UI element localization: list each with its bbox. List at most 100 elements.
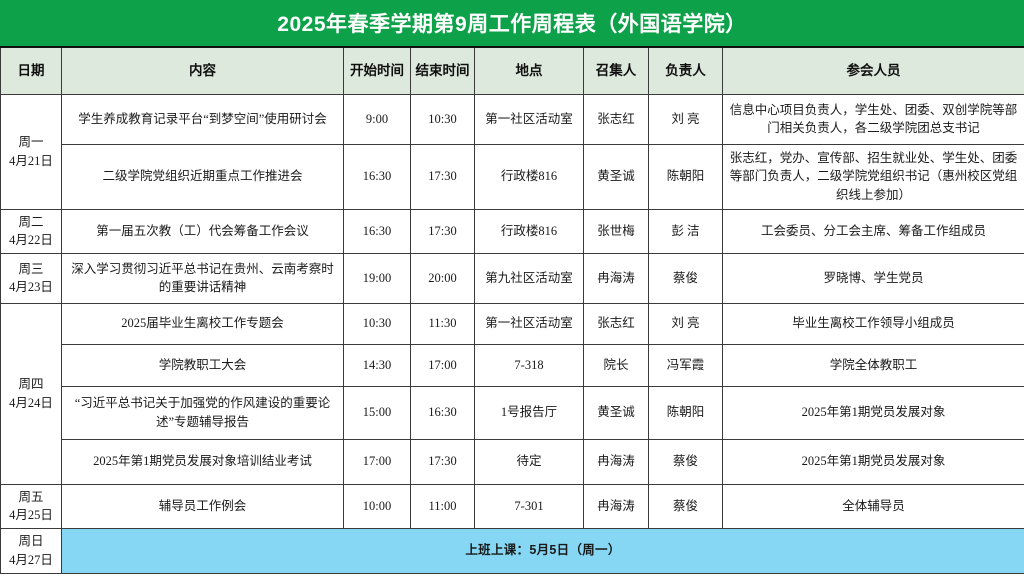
convener-cell: 黄圣诚	[583, 143, 649, 210]
convener-cell: 院长	[583, 343, 649, 387]
date-label: 4月23日	[9, 280, 53, 294]
table-row: 2025年第1期党员发展对象培训结业考试 17:00 17:30 待定 冉海涛 …	[1, 438, 1024, 485]
notice-banner: 上班上课：5月5日（周一）	[61, 527, 1024, 574]
responsible-cell: 陈朝阳	[648, 143, 723, 210]
start-time-cell: 16:30	[343, 143, 411, 210]
column-header-date: 日期	[0, 48, 62, 95]
attendees-cell: 工会委员、分工会主席、筹备工作组成员	[722, 208, 1024, 254]
start-time-cell: 19:00	[343, 252, 411, 304]
content-cell: 学生养成教育记录平台“到梦空间”使用研讨会	[61, 93, 344, 145]
column-header-content: 内容	[61, 48, 344, 95]
convener-cell: 冉海涛	[583, 483, 649, 529]
weekday-label: 周日	[18, 534, 44, 549]
convener-cell: 张志红	[583, 93, 649, 145]
content-cell: 辅导员工作例会	[61, 483, 344, 529]
content-cell: 二级学院党组织近期重点工作推进会	[61, 143, 344, 210]
attendees-cell: 罗晓博、学生党员	[722, 252, 1024, 304]
place-cell: 行政楼816	[474, 143, 584, 210]
responsible-cell: 冯军霞	[648, 343, 723, 387]
responsible-cell: 刘 亮	[648, 93, 723, 145]
weekday-label: 周五	[18, 489, 44, 504]
convener-cell: 张世梅	[583, 208, 649, 254]
date-label: 4月22日	[9, 233, 53, 247]
weekday-label: 周一	[18, 135, 44, 150]
date-cell-thursday: 周四 4月24日	[0, 302, 62, 485]
end-time-cell: 17:30	[410, 208, 475, 254]
content-cell: 2025年第1期党员发展对象培训结业考试	[61, 438, 344, 485]
attendees-cell: 全体辅导员	[722, 483, 1024, 529]
table-row: 周一 4月21日 学生养成教育记录平台“到梦空间”使用研讨会 9:00 10:3…	[0, 93, 1024, 210]
responsible-cell: 彭 洁	[648, 208, 723, 254]
place-cell: 行政楼816	[474, 208, 584, 254]
page-title-banner: 2025年春季学期第9周工作周程表（外国语学院）	[0, 0, 1024, 48]
end-time-cell: 16:30	[410, 385, 475, 440]
table-header-row: 日期 内容 开始时间 结束时间 地点 召集人 负责人 参会人员	[0, 48, 1024, 95]
responsible-cell: 蔡俊	[648, 483, 723, 529]
convener-cell: 冉海涛	[583, 438, 649, 485]
place-cell: 7-318	[474, 343, 584, 387]
column-header-convener: 召集人	[583, 48, 649, 95]
end-time-cell: 17:00	[410, 343, 475, 387]
date-cell-wednesday: 周三 4月23日	[0, 252, 62, 304]
attendees-cell: 2025年第1期党员发展对象	[722, 385, 1024, 440]
table-row: 学院教职工大会 14:30 17:00 7-318 院长 冯军霞 学院全体教职工	[1, 343, 1024, 387]
content-cell: “习近平总书记关于加强党的作风建设的重要论述”专题辅导报告	[61, 385, 344, 440]
column-header-attendees: 参会人员	[722, 48, 1024, 95]
content-cell: 学院教职工大会	[61, 343, 344, 387]
place-cell: 1号报告厅	[474, 385, 584, 440]
start-time-cell: 9:00	[343, 93, 411, 145]
table-row: “习近平总书记关于加强党的作风建设的重要论述”专题辅导报告 15:00 16:3…	[1, 385, 1024, 440]
content-cell: 2025届毕业生离校工作专题会	[61, 302, 344, 345]
responsible-cell: 蔡俊	[648, 252, 723, 304]
place-cell: 待定	[474, 438, 584, 485]
convener-cell: 黄圣诚	[583, 385, 649, 440]
attendees-cell: 信息中心项目负责人，学生处、团委、双创学院等部门相关负责人，各二级学院团总支书记	[722, 93, 1024, 145]
start-time-cell: 10:30	[343, 302, 411, 345]
end-time-cell: 17:30	[410, 143, 475, 210]
convener-cell: 冉海涛	[583, 252, 649, 304]
weekday-label: 周二	[18, 214, 44, 229]
column-header-end-time: 结束时间	[410, 48, 475, 95]
start-time-cell: 17:00	[343, 438, 411, 485]
place-cell: 第九社区活动室	[474, 252, 584, 304]
place-cell: 第一社区活动室	[474, 93, 584, 145]
date-cell-tuesday: 周二 4月22日	[0, 208, 62, 254]
convener-cell: 张志红	[583, 302, 649, 345]
attendees-cell: 张志红，党办、宣传部、招生就业处、学生处、团委等部门负责人，二级学院党组织书记（…	[722, 143, 1024, 210]
attendees-cell: 2025年第1期党员发展对象	[722, 438, 1024, 485]
date-cell-friday: 周五 4月25日	[0, 483, 62, 529]
table-row: 二级学院党组织近期重点工作推进会 16:30 17:30 行政楼816 黄圣诚 …	[1, 143, 1024, 210]
end-time-cell: 20:00	[410, 252, 475, 304]
column-header-place: 地点	[474, 48, 584, 95]
date-label: 4月24日	[9, 395, 53, 410]
weekly-schedule-table: 日期 内容 开始时间 结束时间 地点 召集人 负责人 参会人员 周一 4月21日…	[0, 48, 1024, 574]
responsible-cell: 蔡俊	[648, 438, 723, 485]
date-label: 4月27日	[9, 552, 53, 567]
table-row: 周日 4月27日 上班上课：5月5日（周一）	[0, 527, 1024, 574]
end-time-cell: 10:30	[410, 93, 475, 145]
date-cell-sunday: 周日 4月27日	[0, 527, 62, 574]
end-time-cell: 11:30	[410, 302, 475, 345]
start-time-cell: 14:30	[343, 343, 411, 387]
column-header-responsible: 负责人	[648, 48, 723, 95]
content-cell: 第一届五次教（工）代会筹备工作会议	[61, 208, 344, 254]
table-row: 周三 4月23日 深入学习贯彻习近平总书记在贵州、云南考察时的重要讲话精神 19…	[0, 252, 1024, 304]
responsible-cell: 陈朝阳	[648, 385, 723, 440]
attendees-cell: 学院全体教职工	[722, 343, 1024, 387]
table-row: 周四 4月24日 2025届毕业生离校工作专题会 10:30 11:30 第一社…	[0, 302, 1024, 485]
end-time-cell: 17:30	[410, 438, 475, 485]
date-cell-monday: 周一 4月21日	[0, 93, 62, 210]
page-title: 2025年春季学期第9周工作周程表（外国语学院）	[277, 13, 747, 36]
start-time-cell: 15:00	[343, 385, 411, 440]
weekday-label: 周四	[18, 377, 44, 392]
table-row: 周二 4月22日 第一届五次教（工）代会筹备工作会议 16:30 17:30 行…	[0, 208, 1024, 254]
weekday-label: 周三	[18, 261, 44, 276]
start-time-cell: 16:30	[343, 208, 411, 254]
place-cell: 7-301	[474, 483, 584, 529]
start-time-cell: 10:00	[343, 483, 411, 529]
attendees-cell: 毕业生离校工作领导小组成员	[722, 302, 1024, 345]
place-cell: 第一社区活动室	[474, 302, 584, 345]
table-row: 周五 4月25日 辅导员工作例会 10:00 11:00 7-301 冉海涛 蔡…	[0, 483, 1024, 529]
date-label: 4月25日	[9, 508, 53, 522]
